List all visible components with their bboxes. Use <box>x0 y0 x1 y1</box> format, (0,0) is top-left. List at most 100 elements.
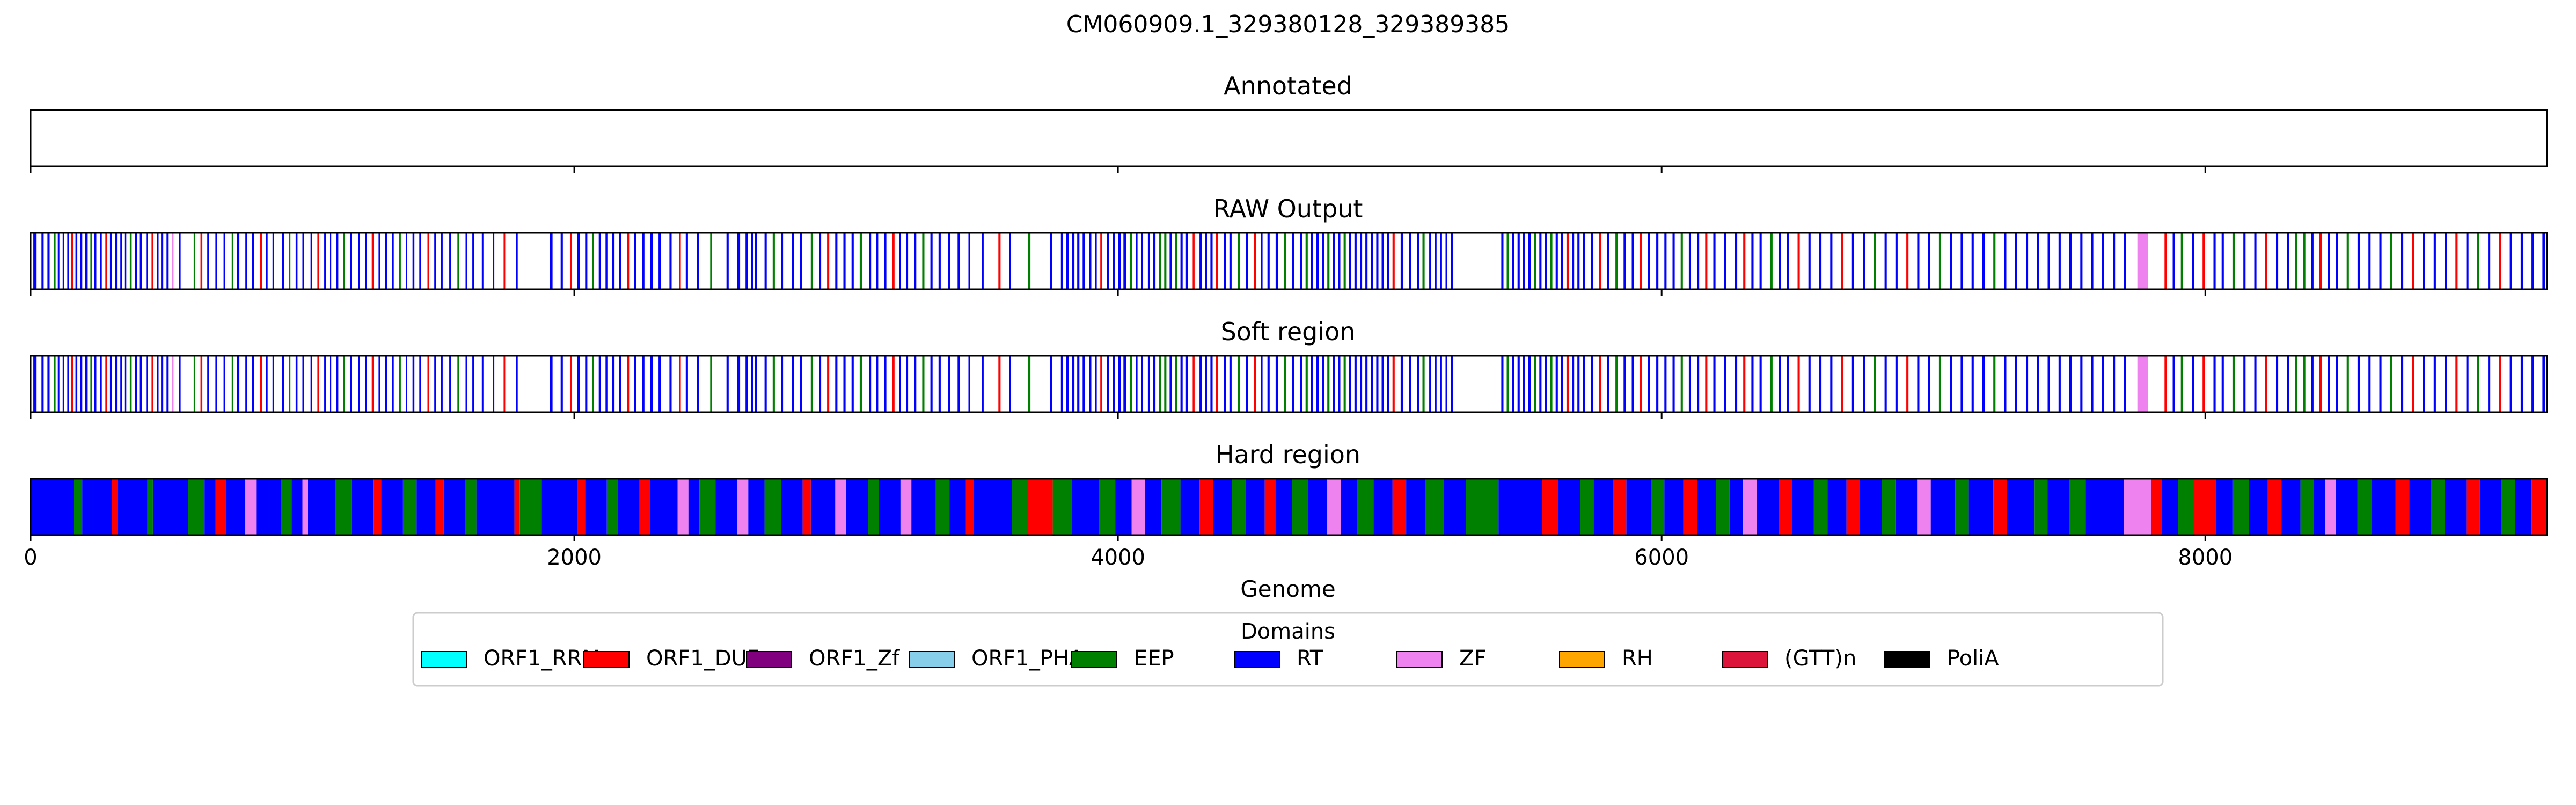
domain-segment <box>161 233 164 289</box>
legend-item: PoliA <box>1884 646 1999 671</box>
legend-label: EEP <box>1134 646 1174 671</box>
domain-segment <box>930 356 933 412</box>
domain-segment <box>2137 233 2148 289</box>
domain-segment <box>2151 479 2162 535</box>
domain-segment <box>1333 356 1335 412</box>
domain-segment <box>1136 356 1138 412</box>
domain-segment <box>281 479 292 535</box>
domain-segment <box>935 479 950 535</box>
domain-segment <box>688 479 700 535</box>
domain-segment <box>1327 233 1330 289</box>
domain-segment <box>100 233 102 289</box>
domain-segment <box>819 233 822 289</box>
domain-segment <box>1506 356 1509 412</box>
domain-segment <box>577 479 586 535</box>
domain-segment <box>697 356 699 412</box>
domain-segment <box>2445 356 2447 412</box>
domain-segment <box>2357 479 2372 535</box>
domain-segment <box>2232 233 2235 289</box>
domain-segment <box>1506 233 1509 289</box>
domain-segment <box>67 233 69 289</box>
domain-segment <box>419 233 421 289</box>
domain-segment <box>1392 479 1406 535</box>
domain-segment <box>2232 479 2249 535</box>
domain-segment <box>1735 233 1738 289</box>
domain-segment <box>1409 233 1411 289</box>
domain-segment <box>120 233 122 289</box>
domain-segment <box>1099 479 1116 535</box>
legend-swatch <box>421 651 467 668</box>
domain-segment <box>1631 233 1634 289</box>
domain-segment <box>1028 356 1031 412</box>
domain-segment <box>295 233 298 289</box>
domain-segment <box>1153 233 1156 289</box>
domain-segment <box>1561 356 1563 412</box>
domain-segment <box>1192 356 1195 412</box>
domain-segment <box>1185 233 1188 289</box>
domain-segment <box>2202 356 2205 412</box>
domain-segment <box>1656 233 1659 289</box>
domain-segment <box>879 479 901 535</box>
domain-segment <box>968 233 970 289</box>
domain-segment <box>2180 356 2183 412</box>
domain-segment <box>679 356 681 412</box>
domain-segment <box>1387 233 1389 289</box>
domain-segment <box>938 356 941 412</box>
domain-segment <box>1429 356 1431 412</box>
domain-segment <box>2295 356 2297 412</box>
domain-segment <box>1523 356 1525 412</box>
domain-segment <box>2542 356 2545 412</box>
domain-segment <box>172 356 174 412</box>
domain-segment <box>2058 356 2061 412</box>
domain-segment <box>282 356 284 412</box>
domain-segment <box>1705 356 1708 412</box>
domain-segment <box>385 233 387 289</box>
domain-segment <box>669 233 672 289</box>
domain-segment <box>2412 356 2414 412</box>
domain-segment <box>1451 356 1453 412</box>
domain-segment <box>1841 233 1843 289</box>
domain-segment <box>54 233 56 289</box>
domain-segment <box>1787 356 1789 412</box>
domain-segment <box>699 479 716 535</box>
domain-segment <box>105 356 107 412</box>
domain-segment <box>911 479 936 535</box>
domain-segment <box>1640 356 1642 412</box>
domain-segment <box>1060 356 1063 412</box>
domain-segment <box>1851 356 1854 412</box>
legend-item: ORF1_RRM <box>421 646 601 671</box>
domain-segment <box>1884 356 1887 412</box>
track-background <box>31 356 2547 412</box>
domain-segment <box>371 356 374 412</box>
domain-segment <box>31 479 74 535</box>
domain-segment <box>577 356 580 412</box>
domain-segment <box>207 233 209 289</box>
legend-item: (GTT)n <box>1722 646 1856 671</box>
domain-segment <box>1246 233 1248 289</box>
domain-segment <box>67 356 69 412</box>
domain-segment <box>204 479 216 535</box>
domain-segment <box>105 233 107 289</box>
domain-segment <box>658 233 661 289</box>
domain-segment <box>585 479 607 535</box>
domain-segment <box>1082 356 1085 412</box>
domain-segment <box>1623 233 1626 289</box>
domain-segment <box>385 356 387 412</box>
domain-segment <box>592 356 594 412</box>
domain-segment <box>1664 356 1667 412</box>
domain-segment <box>1275 479 1292 535</box>
domain-segment <box>317 233 319 289</box>
domain-segment <box>1338 356 1341 412</box>
domain-segment <box>1445 356 1447 412</box>
legend-item: ORF1_PHA <box>909 646 1084 671</box>
domain-segment <box>2213 356 2216 412</box>
domain-segment <box>1123 233 1126 289</box>
domain-segment <box>1153 356 1156 412</box>
domain-segment <box>1387 356 1389 412</box>
domain-segment <box>516 233 518 289</box>
domain-segment <box>2466 479 2480 535</box>
domain-segment <box>965 479 974 535</box>
domain-segment <box>343 356 345 412</box>
domain-segment <box>193 356 195 412</box>
